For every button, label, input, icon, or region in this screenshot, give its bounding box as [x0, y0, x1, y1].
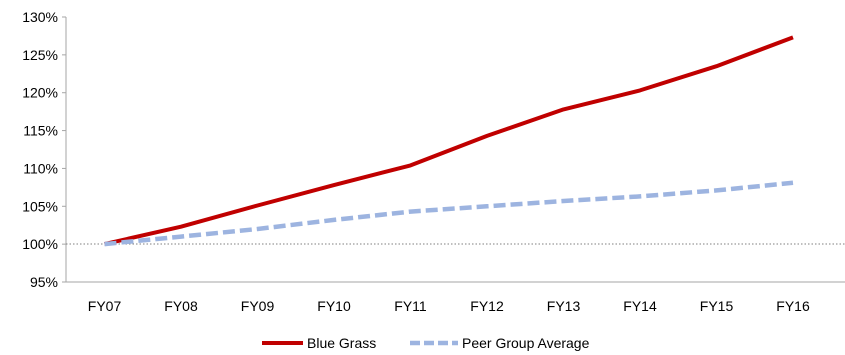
legend-label: Blue Grass	[307, 335, 376, 351]
series-line-blue-grass	[104, 35, 794, 247]
x-tick-labels: FY07 FY08 FY09 FY10 FY11 FY12 FY13 FY14 FY15 FY16	[88, 298, 810, 314]
y-tick-label: 100%	[22, 236, 58, 252]
x-tick-label: FY07	[88, 298, 122, 314]
x-tick-label: FY16	[776, 298, 810, 314]
y-tick-label: 130%	[22, 9, 58, 25]
y-tick-label: 125%	[22, 47, 58, 63]
series-lines	[104, 35, 794, 247]
x-tick-label: FY09	[241, 298, 275, 314]
series-line-peer-group-average	[104, 180, 794, 247]
x-tick-label: FY13	[547, 298, 581, 314]
y-tick-label: 105%	[22, 198, 58, 214]
y-tick-label: 95%	[30, 274, 58, 290]
x-tick-label: FY14	[623, 298, 657, 314]
legend-label: Peer Group Average	[462, 335, 590, 351]
x-tick-label: FY12	[470, 298, 504, 314]
y-tick-label: 115%	[23, 123, 58, 139]
y-tick-label: 120%	[22, 85, 58, 101]
x-tick-label: FY08	[164, 298, 198, 314]
x-tick-label: FY10	[317, 298, 351, 314]
y-tick-label: 110%	[23, 160, 58, 176]
x-tick-label: FY11	[394, 298, 427, 314]
legend: Blue Grass Peer Group Average	[262, 335, 590, 351]
x-tick-label: FY15	[700, 298, 734, 314]
y-tick-labels: 95% 100% 105% 110% 115% 120% 125% 130%	[22, 9, 66, 290]
